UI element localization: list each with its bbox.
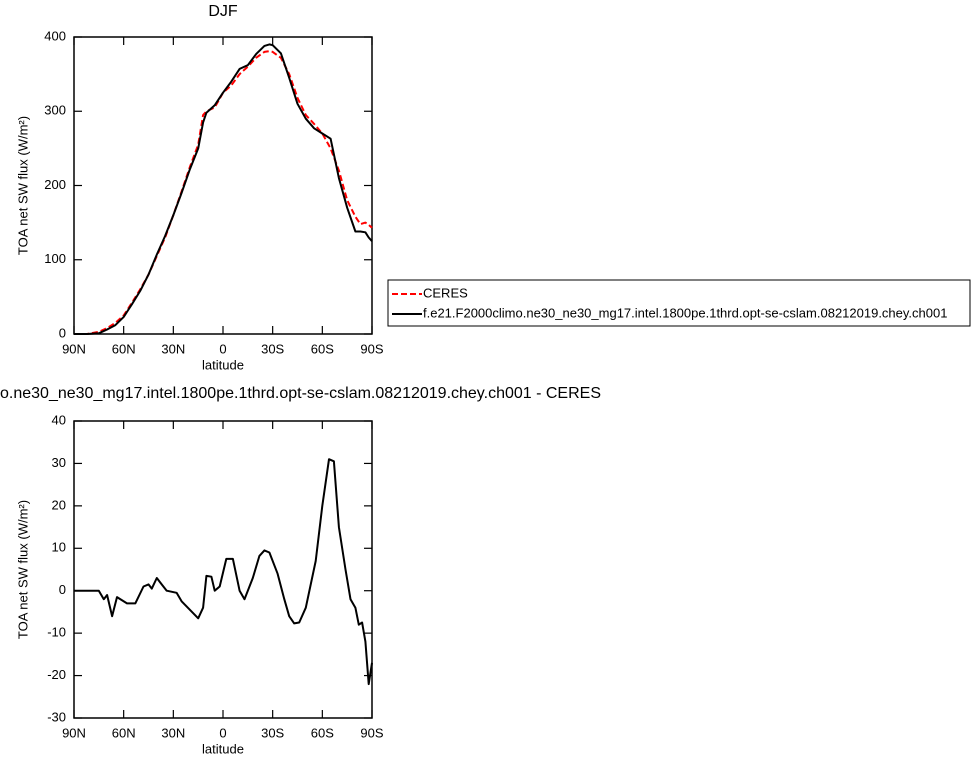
x-tick-label: 90N [62, 725, 86, 740]
x-axis-label: latitude [202, 741, 244, 756]
x-tick-label: 60N [112, 725, 136, 740]
y-tick-label: 10 [52, 540, 66, 555]
y-tick-label: -20 [47, 667, 66, 682]
legend-box [387, 279, 971, 327]
x-tick-label: 60S [311, 341, 334, 356]
y-tick-label: 20 [52, 497, 66, 512]
y-tick-label: 200 [44, 177, 66, 192]
x-tick-label: 60N [112, 341, 136, 356]
x-tick-label: 30S [261, 341, 284, 356]
y-axis-label: TOA net SW flux (W/m²) [15, 500, 30, 639]
x-tick-label: 90N [62, 341, 86, 356]
y-tick-label: -30 [47, 709, 66, 724]
x-tick-label: 30S [261, 725, 284, 740]
y-tick-label: 300 [44, 103, 66, 118]
x-tick-label: 90S [360, 725, 383, 740]
legend-label: CERES [423, 285, 468, 300]
x-axis-label: latitude [202, 357, 244, 372]
series-line [74, 458, 373, 686]
x-tick-label: 0 [219, 341, 226, 356]
chart-title: DJF [208, 3, 238, 20]
x-tick-label: 60S [311, 725, 334, 740]
y-axis-label: TOA net SW flux (W/m²) [15, 116, 30, 255]
x-tick-label: 90S [360, 341, 383, 356]
series-line [74, 43, 373, 335]
y-tick-label: 400 [44, 28, 66, 43]
y-tick-label: -10 [47, 625, 66, 640]
x-tick-label: 0 [219, 725, 226, 740]
y-tick-label: 0 [59, 325, 66, 340]
x-tick-label: 30N [161, 341, 185, 356]
chart-title: f.e21.F2000climo.ne30_ne30_mg17.intel.18… [0, 385, 601, 402]
y-tick-label: 0 [59, 582, 66, 597]
y-tick-label: 100 [44, 251, 66, 266]
y-tick-label: 30 [52, 455, 66, 470]
x-tick-label: 30N [161, 725, 185, 740]
legend-label: f.e21.F2000climo.ne30_ne30_mg17.intel.18… [423, 305, 947, 320]
y-tick-label: 40 [52, 412, 66, 427]
plot-frame [73, 36, 373, 335]
